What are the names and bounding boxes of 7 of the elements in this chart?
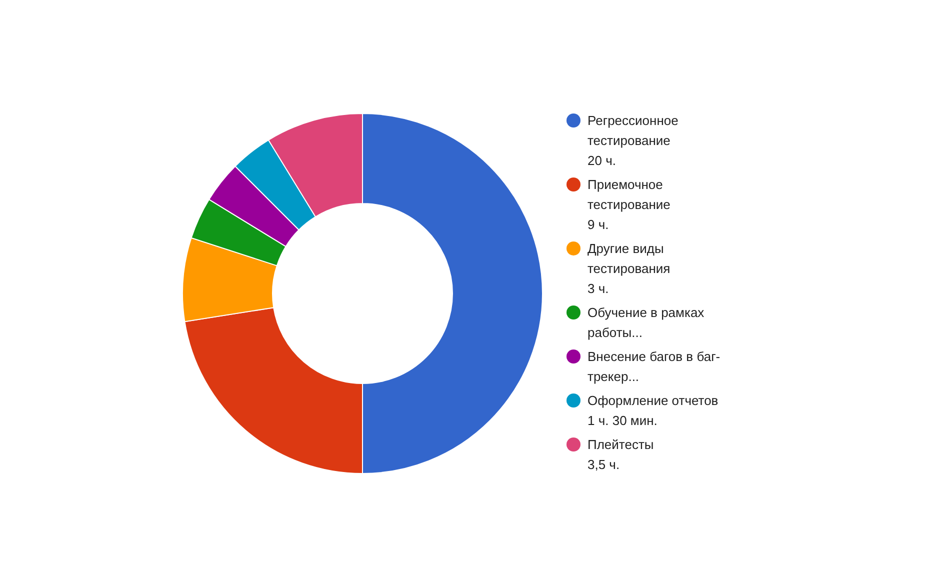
- legend-label: Другие виды тестирования 3 ч.: [588, 241, 670, 296]
- legend-label: Плейтесты 3,5 ч.: [588, 437, 654, 472]
- legend-label: Обучение в рамках работы...: [588, 305, 705, 340]
- legend-label: Приемочное тестирование 9 ч.: [588, 177, 670, 232]
- legend-label: Регрессионное тестирование 20 ч.: [588, 113, 678, 168]
- legend-label: Внесение багов в баг- трекер...: [588, 349, 720, 384]
- legend-label: Оформление отчетов 1 ч. 30 мин.: [588, 393, 718, 428]
